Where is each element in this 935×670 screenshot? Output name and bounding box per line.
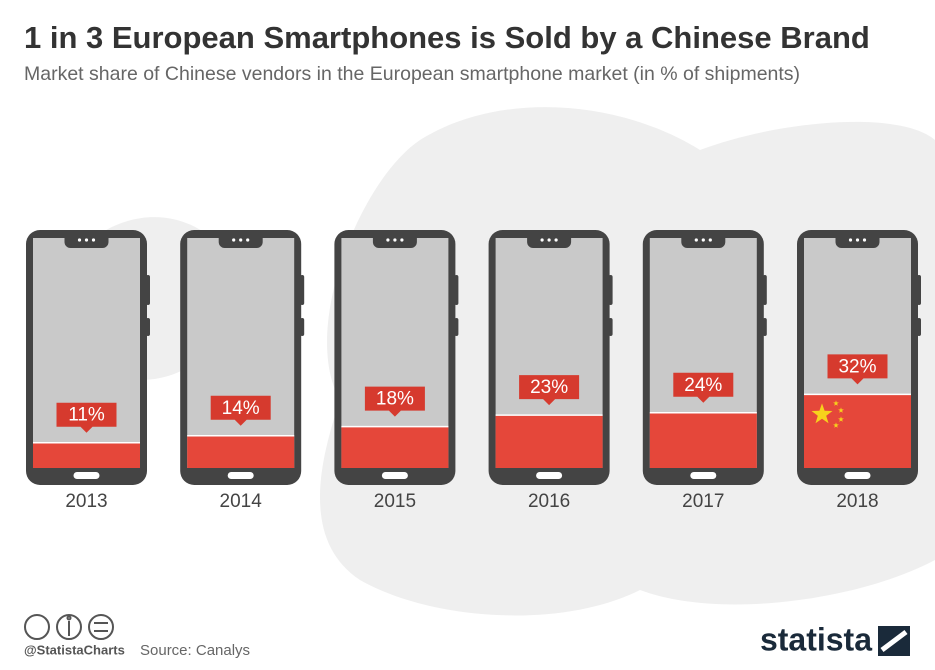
phone-notch <box>372 238 417 248</box>
phone: 11% 2013 <box>26 230 150 512</box>
bar <box>649 412 757 468</box>
notch-dot <box>386 238 390 242</box>
bar <box>187 435 295 468</box>
flag-star <box>833 422 839 428</box>
home-button <box>536 472 563 479</box>
value-label: 24% <box>684 375 722 396</box>
notch-dot <box>239 238 243 242</box>
value-label-box <box>673 372 734 403</box>
bar <box>33 442 140 468</box>
chart-title: 1 in 3 European Smartphones is Sold by a… <box>24 20 870 55</box>
notch-dot <box>400 238 404 242</box>
home-button <box>73 472 100 479</box>
flag-star <box>833 400 839 406</box>
phone: 24% 2017 <box>642 230 767 512</box>
value-label: 18% <box>376 389 414 410</box>
home-button <box>690 472 717 479</box>
phone: 14% 2014 <box>180 230 305 512</box>
brand-logo: statista <box>760 621 872 657</box>
phone-notch <box>681 238 726 248</box>
x-tick-label: 2013 <box>65 491 107 512</box>
phone-screen <box>33 238 140 468</box>
x-tick-label: 2018 <box>836 491 878 512</box>
value-label-box <box>210 395 271 426</box>
value-label-box <box>364 386 425 417</box>
x-tick-label: 2016 <box>528 491 570 512</box>
phone-notch <box>835 238 880 248</box>
notch-dot <box>554 238 558 242</box>
value-label-box <box>827 354 888 385</box>
notch-dot <box>84 238 89 242</box>
notch-dot <box>862 238 867 242</box>
bar <box>804 394 911 468</box>
value-label-box <box>56 402 117 433</box>
home-button <box>227 472 254 479</box>
x-tick-label: 2015 <box>374 491 416 512</box>
source: Source: Canalys <box>140 642 250 659</box>
x-tick-label: 2014 <box>220 491 263 512</box>
flag-star <box>811 403 833 424</box>
bar <box>495 415 603 468</box>
phone-notch <box>218 238 263 248</box>
phone-notch <box>64 238 109 248</box>
x-tick-label: 2017 <box>682 491 724 512</box>
phone-screen <box>187 238 295 468</box>
value-label: 32% <box>838 356 876 377</box>
credit: @StatistaCharts <box>24 642 125 657</box>
notch-dot <box>232 238 236 242</box>
home-button <box>381 472 408 479</box>
value-label: 23% <box>530 377 568 398</box>
phone: 23% 2016 <box>488 230 613 512</box>
notch-dot <box>694 238 698 242</box>
phone: 18% 2015 <box>334 230 459 512</box>
notch-dot <box>701 238 705 242</box>
notch-dot <box>393 238 397 242</box>
chart-subtitle: Market share of Chinese vendors in the E… <box>24 63 800 85</box>
phone: 32% 2018 <box>797 230 921 512</box>
notch-dot <box>708 238 712 242</box>
notch-dot <box>77 238 82 242</box>
value-label: 11% <box>68 405 105 426</box>
notch-dot <box>246 238 250 242</box>
notch-dot <box>91 238 96 242</box>
bar <box>341 426 449 468</box>
notch-dot <box>540 238 544 242</box>
notch-dot <box>547 238 551 242</box>
flag-star <box>838 416 844 422</box>
home-button <box>844 472 871 479</box>
value-label: 14% <box>222 398 260 419</box>
brand-mark <box>878 626 910 656</box>
cc-icons <box>24 614 114 640</box>
flag-star <box>838 407 844 413</box>
phone-notch <box>527 238 572 248</box>
notch-dot <box>848 238 853 242</box>
value-label-box <box>519 375 580 406</box>
notch-dot <box>855 238 860 242</box>
